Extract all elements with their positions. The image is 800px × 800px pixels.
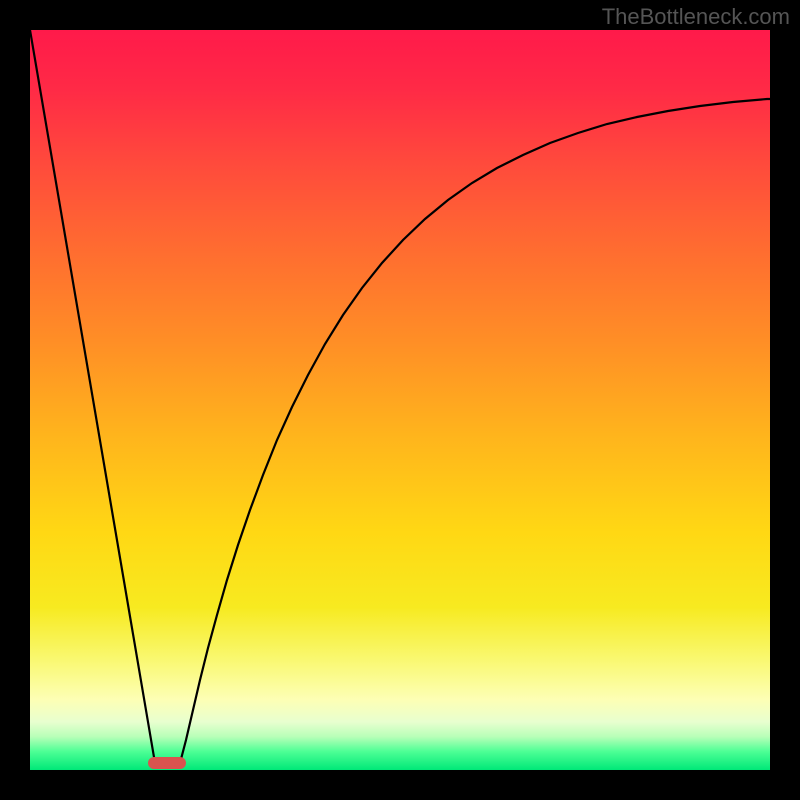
bottleneck-chart <box>0 0 800 800</box>
chart-container: TheBottleneck.com <box>0 0 800 800</box>
watermark-text: TheBottleneck.com <box>602 4 790 30</box>
